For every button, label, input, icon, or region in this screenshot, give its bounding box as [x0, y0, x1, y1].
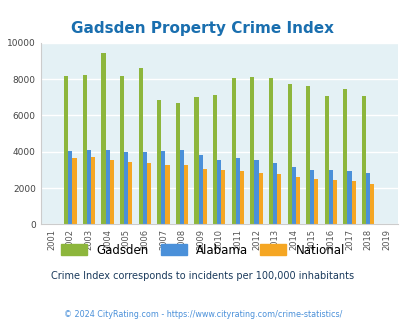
Bar — [165, 164, 169, 224]
Bar — [239, 171, 243, 224]
Bar — [365, 173, 369, 224]
Legend: Gadsden, Alabama, National: Gadsden, Alabama, National — [58, 240, 347, 260]
Bar — [161, 151, 165, 224]
Bar — [272, 163, 277, 224]
Bar — [120, 76, 124, 224]
Bar — [64, 77, 68, 224]
Bar — [105, 150, 109, 224]
Bar — [258, 173, 262, 224]
Bar — [369, 184, 373, 224]
Bar — [183, 165, 188, 224]
Bar — [250, 77, 254, 224]
Bar — [157, 100, 161, 224]
Bar — [202, 169, 206, 224]
Bar — [143, 152, 147, 224]
Bar — [343, 89, 347, 224]
Bar — [83, 75, 87, 224]
Bar — [68, 151, 72, 224]
Bar — [305, 86, 309, 224]
Bar — [128, 162, 132, 224]
Bar — [124, 152, 128, 224]
Bar — [328, 170, 332, 224]
Bar — [139, 68, 143, 224]
Bar — [231, 78, 235, 224]
Bar — [101, 53, 105, 224]
Bar — [221, 170, 225, 224]
Bar — [277, 175, 281, 224]
Bar — [361, 95, 365, 224]
Bar — [179, 150, 183, 224]
Text: Crime Index corresponds to incidents per 100,000 inhabitants: Crime Index corresponds to incidents per… — [51, 271, 354, 281]
Bar — [175, 103, 179, 224]
Bar — [109, 160, 113, 224]
Text: Gadsden Property Crime Index: Gadsden Property Crime Index — [71, 21, 334, 36]
Bar — [254, 160, 258, 224]
Bar — [87, 150, 91, 224]
Bar — [287, 84, 291, 224]
Bar — [351, 181, 355, 224]
Bar — [213, 95, 217, 224]
Text: © 2024 CityRating.com - https://www.cityrating.com/crime-statistics/: © 2024 CityRating.com - https://www.city… — [64, 310, 341, 319]
Bar — [91, 157, 95, 224]
Bar — [291, 167, 295, 224]
Bar — [313, 179, 318, 224]
Bar — [198, 154, 202, 224]
Bar — [268, 78, 272, 224]
Bar — [194, 97, 198, 224]
Bar — [147, 163, 151, 224]
Bar — [235, 158, 239, 224]
Bar — [217, 160, 221, 224]
Bar — [347, 171, 351, 224]
Bar — [309, 170, 313, 224]
Bar — [332, 180, 336, 224]
Bar — [324, 96, 328, 224]
Bar — [72, 158, 76, 224]
Bar — [295, 177, 299, 224]
